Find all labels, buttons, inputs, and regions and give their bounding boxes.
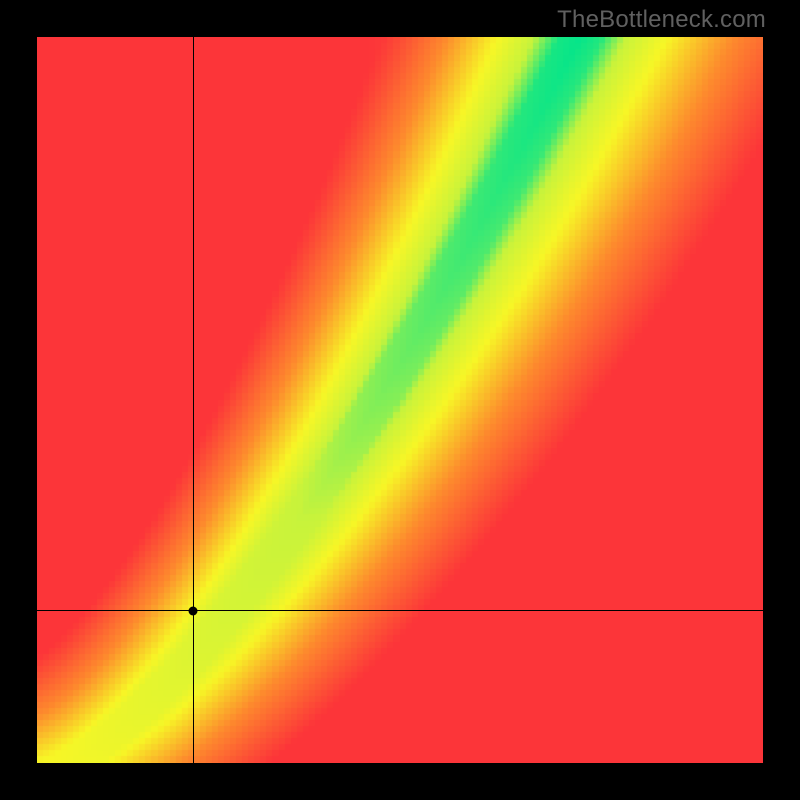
selection-marker (189, 606, 198, 615)
heatmap-canvas (37, 37, 763, 763)
bottleneck-heatmap (37, 37, 763, 763)
crosshair-horizontal (37, 610, 763, 611)
watermark-text: TheBottleneck.com (557, 6, 766, 34)
crosshair-vertical (193, 37, 194, 763)
